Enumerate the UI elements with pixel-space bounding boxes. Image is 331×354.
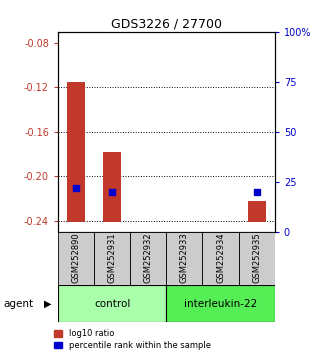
Bar [130,232,166,285]
Text: agent: agent [3,299,33,309]
Text: GSM252933: GSM252933 [180,232,189,283]
Text: GSM252935: GSM252935 [252,232,261,283]
Bar [248,201,266,222]
Bar [166,232,203,285]
Text: interleukin-22: interleukin-22 [184,298,257,309]
Bar [67,82,85,222]
Text: GSM252931: GSM252931 [108,232,117,283]
Text: GSM252934: GSM252934 [216,232,225,283]
Legend: log10 ratio, percentile rank within the sample: log10 ratio, percentile rank within the … [54,329,211,350]
Bar [58,285,166,322]
Text: GSM252932: GSM252932 [144,232,153,283]
Text: control: control [94,298,130,309]
Bar [166,285,275,322]
Text: GSM252890: GSM252890 [71,232,80,283]
Bar [58,232,94,285]
Text: ▶: ▶ [44,299,52,309]
Bar [203,232,239,285]
Bar [239,232,275,285]
Title: GDS3226 / 27700: GDS3226 / 27700 [111,18,222,31]
Bar [103,152,121,222]
Bar [94,232,130,285]
